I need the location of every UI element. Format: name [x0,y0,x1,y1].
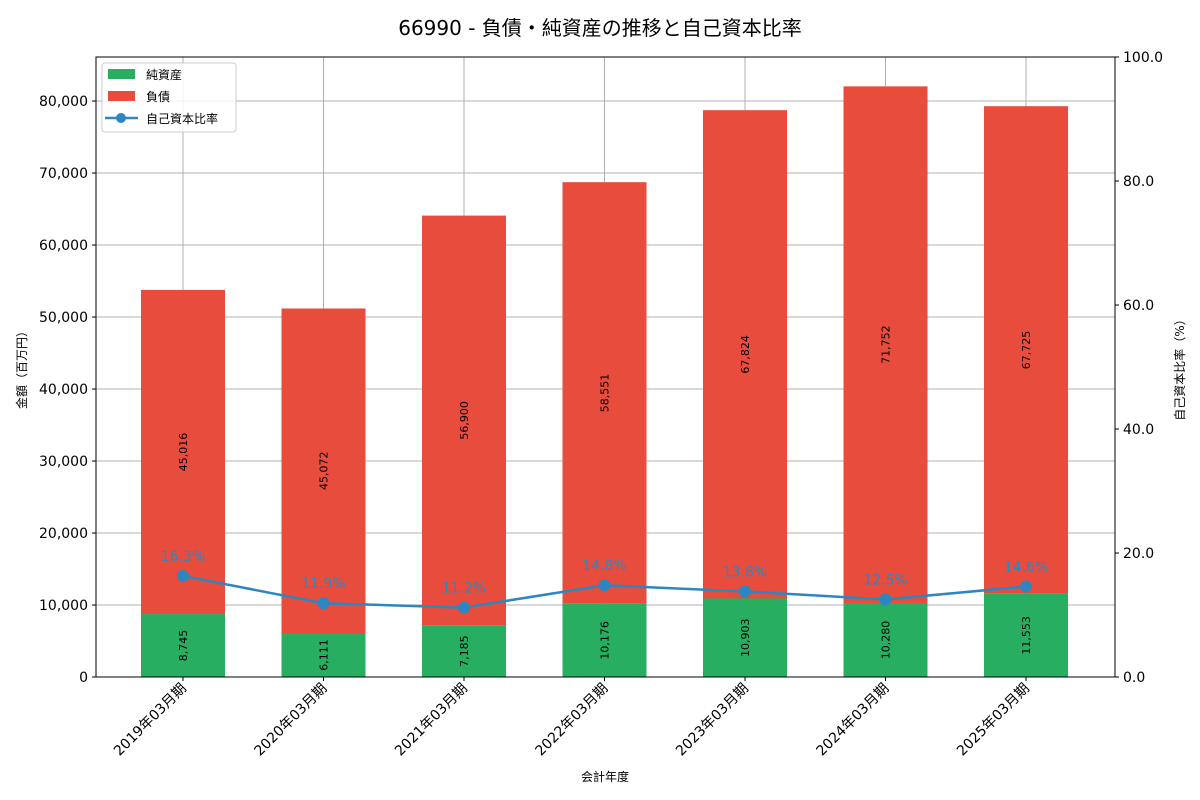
equity-ratio-marker [458,601,470,614]
equity-ratio-marker [739,585,751,598]
bar-liabilities [562,182,647,604]
bar-liabilities [141,289,225,615]
bar-value-label: 71,752 [880,325,893,364]
bar-net-assets [843,602,928,677]
y-tick-label: 60,000 [39,238,88,254]
y-tick-label: 30,000 [39,454,88,470]
legend-marker-icon [116,113,126,123]
bar-value-label: 67,725 [1020,331,1033,370]
y-tick-label: 50,000 [39,310,88,326]
y2-tick-label: 20.0 [1123,546,1154,562]
x-axis: 2019年03月期 2020年03月期 2021年03月期 2022年03月期 2023… [111,677,1033,759]
bar-liabilities [843,86,928,603]
equity-ratio-marker [177,569,189,582]
y2-tick-label: 40.0 [1123,422,1154,438]
y-tick-label: 40,000 [39,382,88,398]
y-axis-left: 0 10,000 20,000 30,000 40,000 50,000 60,000 70,… [39,94,96,686]
y2-axis-label: 自己資本比率（%） [1172,313,1187,420]
bar-liabilities [422,215,506,626]
legend-swatch-liabilities [108,91,135,101]
y2-tick-label: 100.0 [1123,50,1163,66]
bar-value-label: 10,176 [599,621,612,660]
x-tick-label: 2025年03月期 [954,681,1033,760]
y2-tick-label: 0.0 [1123,670,1145,686]
bar-value-label: 45,016 [177,433,190,472]
plot-frame [95,56,1116,678]
x-tick-label: 2020年03月期 [252,681,331,760]
bar-net-assets [703,598,787,677]
legend-label-liabilities: 負債 [146,89,170,104]
bar-value-label: 45,072 [318,451,331,490]
x-tick-label: 2024年03月期 [814,681,893,760]
x-tick-label: 2021年03月期 [392,681,471,760]
equity-ratio-label: 11.9% [301,576,345,592]
x-tick-label: 2022年03月期 [533,681,612,760]
y2-tick-label: 60.0 [1123,298,1154,314]
bar-liabilities [703,110,787,599]
bar-value-label: 7,185 [458,635,471,667]
x-tick-label: 2023年03月期 [673,681,752,760]
equity-ratio-marker [1020,580,1032,593]
y2-tick-label: 80.0 [1123,174,1154,190]
equity-ratio-label: 13.8% [723,564,767,580]
legend-label-net-assets: 純資産 [146,67,182,82]
legend: 純資産 負債 自己資本比率 [101,62,237,133]
equity-ratio-label: 11.2% [442,581,486,597]
bar-value-label: 6,111 [318,639,331,671]
line-series: 16.3% 11.9% 11.2% 14.8% 13.8% 12.5% 14.6% [161,549,1048,614]
bar-liabilities [281,308,366,634]
bar-value-label: 56,900 [458,401,471,440]
x-tick-label: 2019年03月期 [111,681,190,760]
y-axis-right: 0.0 20.0 40.0 60.0 80.0 100.0 [1115,50,1163,686]
y-tick-label: 20,000 [39,526,88,542]
bar-net-assets [422,625,506,677]
y-tick-label: 0 [79,670,88,686]
bar-value-label: 58,551 [599,374,612,413]
bar-value-label: 67,824 [739,335,752,374]
bar-series: 8,745 45,016 6,111 45,072 7,185 56,900 10,176 5… [141,86,1068,677]
bar-net-assets [281,633,366,677]
legend-swatch-net-assets [108,69,135,79]
y-tick-label: 80,000 [39,94,88,110]
bar-liabilities [984,106,1068,594]
legend-label-equity-ratio: 自己資本比率 [146,111,218,126]
y-axis-label: 金額（百万円） [14,325,29,409]
equity-ratio-label: 14.8% [582,558,626,574]
equity-ratio-label: 12.5% [863,573,907,589]
chart-title: 66990 - 負債・純資産の推移と自己資本比率 [398,16,802,40]
bar-net-assets [141,614,225,677]
equity-ratio-label: 14.6% [1004,559,1048,575]
equity-ratio-marker [317,597,330,610]
bar-value-label: 10,903 [739,618,752,657]
y-tick-label: 70,000 [39,166,88,182]
x-axis-label: 会計年度 [581,769,629,784]
bar-value-label: 11,553 [1020,616,1033,655]
bar-net-assets [562,603,647,677]
equity-ratio-label: 16.3% [161,549,205,565]
bar-value-label: 8,745 [177,630,190,662]
equity-ratio-marker [879,593,892,606]
bar-net-assets [984,593,1068,677]
y-tick-label: 10,000 [39,598,88,614]
equity-ratio-marker [598,579,611,592]
bar-value-label: 10,280 [880,621,893,660]
